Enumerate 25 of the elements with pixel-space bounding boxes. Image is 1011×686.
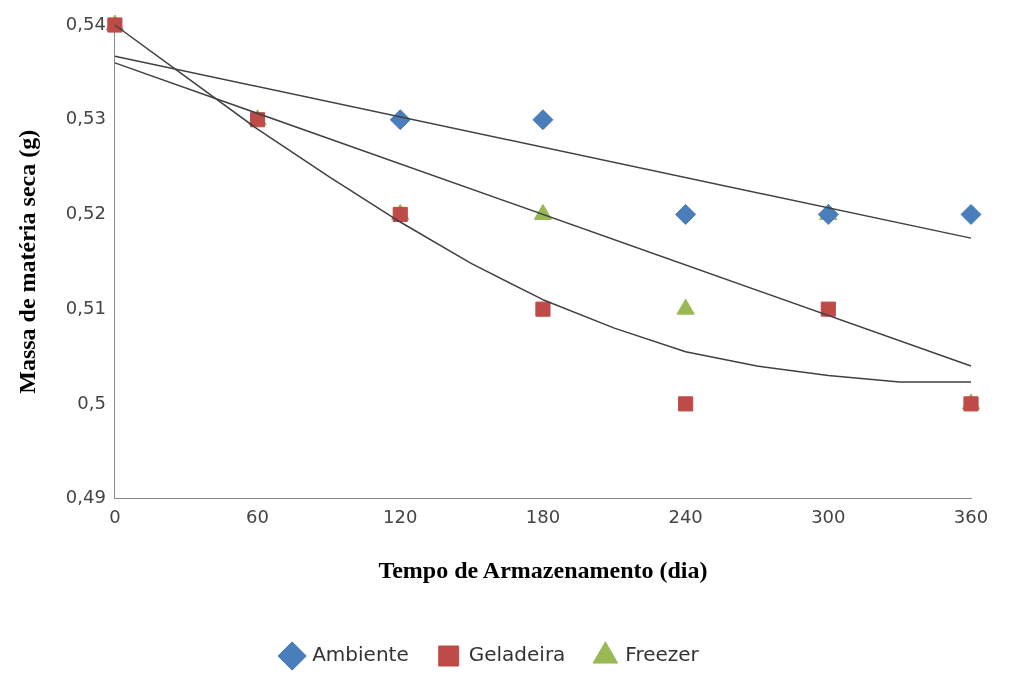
y-tick-label: 0,52 [65,202,106,224]
point [532,109,554,131]
x-tick-label: 300 [811,506,846,528]
x-tick-label: 0 [109,506,121,528]
point [675,203,697,225]
point [535,301,551,317]
x-tick-label: 120 [383,506,418,528]
point [820,301,836,317]
point [817,203,839,225]
point [678,396,694,412]
x-axis-title: Tempo de Armazenamento (dia) [378,556,708,583]
y-tick-label: 0,51 [65,296,106,318]
y-tick-label: 0,54 [65,12,106,34]
x-tick-label: 240 [668,506,703,528]
legend-label: Ambiente [312,642,409,667]
y-tick-label: 0,49 [65,486,106,508]
x-tick-label: 360 [953,506,989,528]
y-axis-title: Massa de matéria seca (g) [13,129,40,394]
y-tick-label: 0,53 [65,107,106,129]
y-tick-label: 0,5 [77,391,106,413]
legend-label: Freezer [625,642,700,667]
point [960,203,982,225]
legend-label: Geladeira [468,642,566,667]
x-tick-label: 180 [525,506,561,528]
x-tick-label: 60 [246,506,270,528]
